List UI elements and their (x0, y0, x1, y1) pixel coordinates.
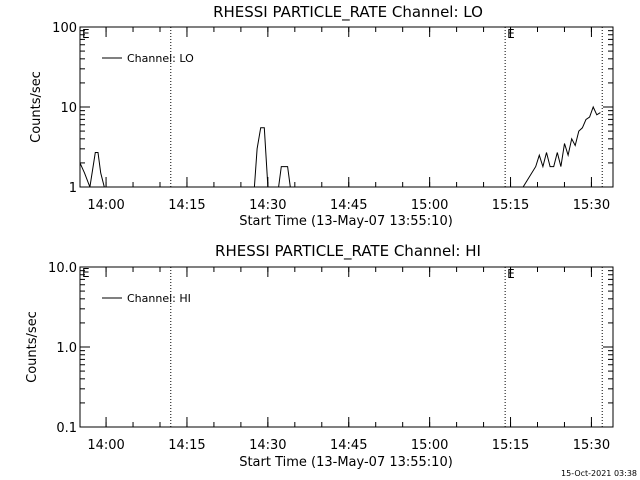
y-tick-label-hi: 0.1 (56, 421, 77, 436)
y-axis-label-hi: Counts/sec (25, 311, 40, 383)
series-line-lo (80, 105, 601, 187)
chart-title-hi: RHESSI PARTICLE_RATE Channel: HI (215, 242, 481, 261)
event-label-hi: E (507, 267, 515, 281)
panel-lo: RHESSI PARTICLE_RATE Channel: LO Counts/… (29, 3, 614, 229)
corner-event-label-lo: E (82, 27, 90, 41)
generation-timestamp: 15-Oct-2021 03:38 (561, 469, 637, 478)
panel-hi: RHESSI PARTICLE_RATE Channel: HI Counts/… (25, 242, 614, 470)
x-tick-label-hi: 14:15 (168, 438, 205, 453)
y-tick-label-lo: 10 (60, 101, 77, 116)
x-tick-label-lo: 14:15 (168, 198, 205, 213)
chart-title-lo: RHESSI PARTICLE_RATE Channel: LO (213, 3, 483, 22)
y-tick-label-lo: 100 (52, 21, 77, 36)
plot-frame-hi (79, 266, 614, 428)
x-tick-label-lo: 15:15 (492, 198, 529, 213)
x-tick-label-hi: 14:45 (330, 438, 367, 453)
x-tick-label-hi: 15:30 (573, 438, 610, 453)
corner-event-label-hi: E (82, 266, 90, 280)
x-tick-label-lo: 15:30 (573, 198, 610, 213)
dynamic-marks-hi: 14:00 14:15 14:30 14:45 15:00 15:15 15:30 10.0 1… (48, 261, 613, 453)
y-tick-label-lo: 1 (69, 181, 77, 196)
dynamic-marks-lo: 14:00 14:15 14:30 14:45 15:00 15:15 15:30 100 10… (52, 21, 613, 213)
x-tick-label-hi: 14:30 (249, 438, 286, 453)
y-axis-label-lo: Counts/sec (29, 71, 44, 143)
x-tick-label-lo: 14:00 (87, 198, 124, 213)
x-tick-label-hi: 15:00 (411, 438, 448, 453)
legend-entry-hi: Channel: HI (127, 292, 191, 305)
event-label-lo: E (507, 27, 515, 41)
x-tick-label-lo: 14:30 (249, 198, 286, 213)
plot-frame-lo (79, 26, 614, 188)
legend-entry-lo: Channel: LO (127, 52, 194, 65)
x-tick-label-hi: 14:00 (87, 438, 124, 453)
x-axis-label-hi: Start Time (13-May-07 13:55:10) (239, 455, 453, 470)
x-axis-label-lo: Start Time (13-May-07 13:55:10) (239, 214, 453, 229)
y-tick-label-hi: 10.0 (48, 261, 77, 276)
x-tick-label-lo: 15:00 (411, 198, 448, 213)
x-tick-label-hi: 15:15 (492, 438, 529, 453)
x-tick-label-lo: 14:45 (330, 198, 367, 213)
y-tick-label-hi: 1.0 (56, 341, 77, 356)
